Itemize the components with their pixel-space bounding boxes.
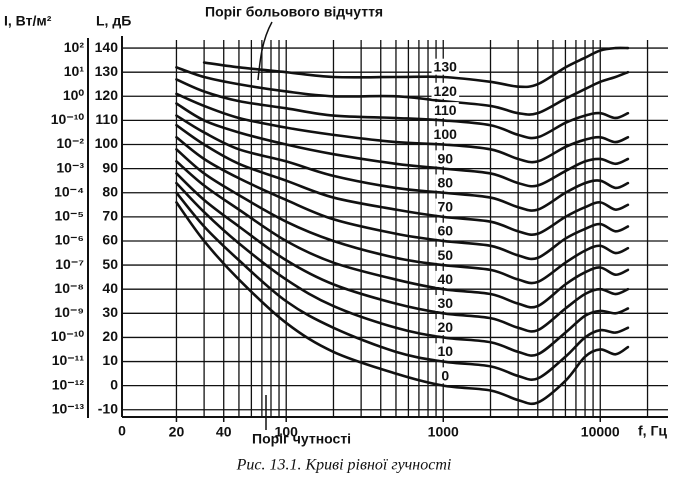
curve [175, 135, 630, 261]
curve [175, 92, 630, 164]
curve-label: 90 [437, 150, 453, 166]
curve-label: 20 [437, 319, 453, 335]
curve-label: 0 [441, 367, 449, 383]
curve [175, 102, 630, 188]
curve-label-bg [435, 246, 456, 263]
x-axis-label: f, Гц [638, 423, 667, 439]
curve-label-bg [435, 319, 456, 336]
intensity-tick-label: 10⁻⁵ [54, 208, 84, 224]
curve-label-bg [435, 198, 456, 215]
curve-label: 130 [434, 59, 458, 75]
intensity-tick-label: 10⁻¹² [52, 376, 85, 392]
intensity-axis-label: I, Вт/м² [4, 13, 52, 29]
curve-label-bg [439, 367, 452, 384]
intensity-tick-label: 10² [64, 39, 85, 55]
curve-label-bg [435, 270, 456, 287]
intensity-tick-label: 10⁻⁴ [54, 183, 84, 199]
y-tick-label: 110 [95, 111, 118, 127]
threshold-annotation: Поріг чутності [252, 431, 351, 447]
curve-label-bg [435, 174, 456, 191]
x-tick-label: 100 [275, 424, 299, 440]
y-tick-label: 50 [102, 256, 118, 272]
curve-label: 110 [434, 102, 457, 118]
intensity-tick-label: 10⁻² [56, 135, 84, 151]
curve-label: 120 [434, 83, 458, 99]
y-tick-label: 130 [95, 63, 119, 79]
curve [175, 160, 630, 309]
curve-label: 10 [437, 343, 453, 359]
y-tick-label: 10 [102, 352, 118, 368]
pain-annotation: Поріг больового відчуття [205, 4, 383, 20]
y-tick-label: 0 [110, 376, 118, 392]
caption: Рис. 13.1. Криві рівної гучності [236, 457, 452, 474]
curve-label-bg [431, 102, 459, 119]
y-tick-label: 60 [102, 232, 118, 248]
intensity-tick-label: 10⁻¹⁰ [51, 111, 85, 127]
curve-label-bg [435, 222, 456, 239]
y-tick-label: 70 [102, 208, 118, 224]
curve-label: 60 [437, 223, 453, 239]
curve-label: 70 [437, 199, 453, 215]
x-tick-label: 10000 [581, 424, 620, 440]
curve [202, 46, 630, 89]
intensity-tick-label: 10⁻⁸ [54, 280, 84, 296]
y-tick-label: -10 [98, 400, 118, 416]
curve-label-bg [431, 126, 460, 143]
y-tick-label: 80 [102, 183, 118, 199]
curve-label: 100 [434, 126, 458, 142]
curve [175, 181, 630, 357]
intensity-tick-label: 10⁻⁷ [55, 256, 84, 272]
y-tick-label: 100 [95, 135, 119, 151]
y-tick-label: 120 [95, 87, 119, 103]
curve [175, 172, 630, 333]
curve [175, 191, 630, 381]
y-tick-label: 20 [102, 328, 118, 344]
intensity-tick-label: 10¹ [64, 63, 85, 79]
curve [175, 201, 630, 406]
x-tick-label: 20 [169, 424, 185, 440]
curve-label: 50 [437, 247, 453, 263]
curve [175, 66, 630, 116]
y-tick-label: 140 [95, 39, 119, 55]
curve [175, 148, 630, 285]
intensity-tick-label: 10⁻⁹ [54, 304, 84, 320]
curve-label: 80 [437, 174, 453, 190]
intensity-tick-label: 10⁻¹⁰ [51, 328, 85, 344]
curve-label-bg [435, 343, 456, 360]
y-tick-label: 90 [102, 159, 118, 175]
x-tick-label: 40 [216, 424, 232, 440]
intensity-tick-label: 10⁻⁶ [55, 232, 84, 248]
intensity-tick-label: 10⁻¹³ [52, 400, 85, 416]
intensity-tick-label: 10⁰ [63, 87, 85, 103]
y-tick-label: 30 [102, 304, 118, 320]
intensity-tick-label: 10⁻¹¹ [52, 352, 85, 368]
curve [175, 114, 630, 212]
y-tick-label: 40 [102, 280, 118, 296]
curve-label-bg [431, 58, 460, 75]
curve [175, 78, 630, 140]
origin-label: 0 [118, 423, 126, 439]
y-axis-label: L, дБ [96, 13, 131, 29]
curve-label-bg [435, 150, 456, 167]
curve [175, 123, 630, 236]
curve-label-bg [435, 295, 456, 312]
curve-label-bg [431, 82, 460, 99]
intensity-tick-label: 10⁻³ [56, 159, 84, 175]
curve-label: 30 [437, 295, 453, 311]
x-tick-label: 1000 [428, 424, 459, 440]
curve-label: 40 [437, 271, 453, 287]
